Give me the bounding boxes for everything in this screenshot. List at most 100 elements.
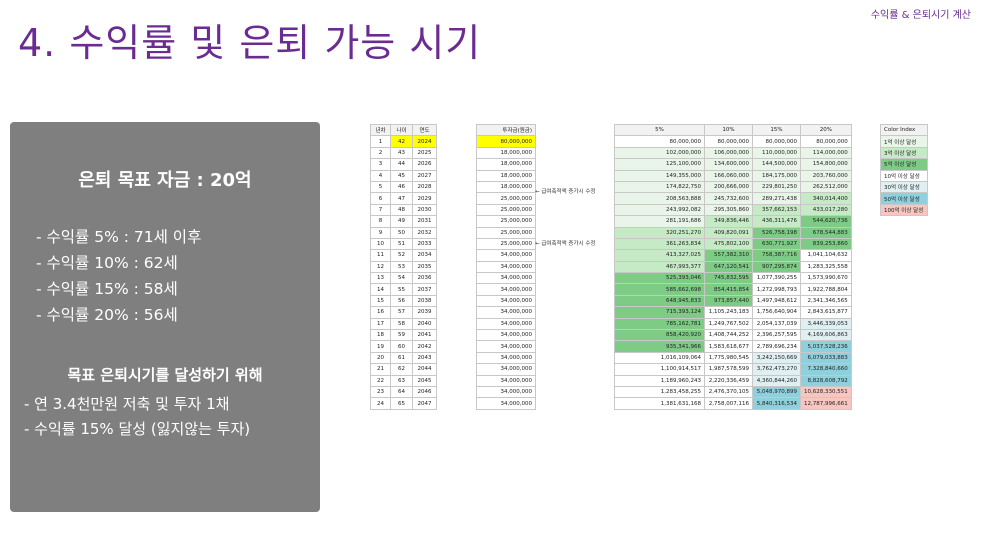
table-row: 413,327,025 557,382,310 758,387,716 1,041,1… <box>614 249 852 262</box>
table-cell: 2035 <box>412 260 437 274</box>
table-row: 18,000,000 <box>476 146 536 160</box>
table-cell: 2042 <box>412 340 437 353</box>
table-cell: 2026 <box>412 158 437 171</box>
table-row: 243,992,082 295,305,860 357,662,153 433,017… <box>614 203 852 217</box>
table-cell: 44 <box>390 158 413 171</box>
table-cell: 47 <box>390 192 413 205</box>
table-cell: 433,017,280 <box>800 203 852 217</box>
table-cell: 102,000,000 <box>614 146 705 160</box>
table-cell: 43 <box>390 146 413 160</box>
table-cell: 125,100,000 <box>614 158 705 171</box>
table-cell: 1,016,109,064 <box>614 351 705 365</box>
table-row: 858,420,920 1,408,744,252 2,396,257,595 4,1… <box>614 329 852 342</box>
table-cell: 64 <box>390 385 413 399</box>
table-cell: 262,512,000 <box>800 180 852 194</box>
table-cell: 114,000,000 <box>800 146 852 160</box>
table-cell: 12 <box>370 260 391 274</box>
table-row: 785,162,781 1,249,767,502 2,054,137,039 3,4… <box>614 317 852 331</box>
table-cell: 57 <box>390 306 413 319</box>
table-cell: 53 <box>390 260 413 274</box>
table-cell: 5,037,528,236 <box>800 340 852 353</box>
table-cell: 80,000,000 <box>704 135 753 148</box>
table-cell: 289,271,438 <box>752 192 801 205</box>
table-cell: 413,327,025 <box>614 249 705 262</box>
action-list: - 연 3.4천만원 저축 및 투자 1채 - 수익률 15% 달성 (잃지않는… <box>24 392 250 442</box>
table-cell: 243,992,082 <box>614 203 705 217</box>
table-row: 100억 이상 달성 <box>880 203 928 217</box>
table-cell: 4,169,606,863 <box>800 329 852 342</box>
table-cell: 61 <box>390 351 413 365</box>
years-table: 년차 나이 연도 1 42 2024 2 43 2025 3 44 2026 4 45 2027 5 46… <box>370 123 437 410</box>
table-cell: 1,100,914,517 <box>614 363 705 376</box>
table-cell: 34,000,000 <box>476 329 536 342</box>
table-cell: 4,360,844,260 <box>752 374 801 388</box>
table-cell: 1,105,243,183 <box>704 306 753 319</box>
table-cell: 20 <box>370 351 391 365</box>
list-item: - 수익률 15% : 58세 <box>36 280 178 298</box>
table-cell: 24 <box>370 397 391 410</box>
table-cell: 2043 <box>412 351 437 365</box>
table-cell: 62 <box>390 363 413 376</box>
table-row: 5 46 2028 <box>370 180 437 194</box>
table-row: 34,000,000 <box>476 374 536 388</box>
table-cell: 8,828,608,792 <box>800 374 852 388</box>
table-row: 715,393,124 1,105,243,183 1,756,640,904 2,8… <box>614 306 852 319</box>
table-cell: 203,760,000 <box>800 169 852 182</box>
table-cell: 2030 <box>412 203 437 217</box>
table-cell: 2,054,137,039 <box>752 317 801 331</box>
table-cell: 715,393,124 <box>614 306 705 319</box>
table-row: 10억 이상 달성 <box>880 169 928 182</box>
table-row: 34,000,000 <box>476 272 536 285</box>
table-row: 281,191,686 349,836,446 436,311,476 544,620… <box>614 215 852 228</box>
color-index-item: 5억 이상 달성 <box>880 158 928 171</box>
table-cell: 2,843,615,877 <box>800 306 852 319</box>
table-cell: 80,000,000 <box>752 135 801 148</box>
table-cell: 110,000,000 <box>752 146 801 160</box>
table-cell: 2039 <box>412 306 437 319</box>
table-cell: 9 <box>370 226 391 239</box>
table-cell: 2028 <box>412 180 437 194</box>
table-row: 34,000,000 <box>476 260 536 274</box>
table-row: 525,393,046 745,832,595 1,077,390,255 1,573… <box>614 272 852 285</box>
table-cell: 1,381,631,168 <box>614 397 705 410</box>
table-cell: 208,563,888 <box>614 192 705 205</box>
table-row: 4 45 2027 <box>370 169 437 182</box>
table-row: 22 63 2045 <box>370 374 437 388</box>
table-cell: 154,800,000 <box>800 158 852 171</box>
table-cell: 18,000,000 <box>476 180 536 194</box>
table-cell: 5,048,970,899 <box>752 385 801 399</box>
table-row: 149,355,000 166,060,000 184,175,000 203,760… <box>614 169 852 182</box>
table-row: 208,563,888 245,732,600 289,271,438 340,014… <box>614 192 852 205</box>
table-row: 30억 이상 달성 <box>880 180 928 194</box>
table-cell: 5,840,316,534 <box>752 397 801 410</box>
table-cell: 34,000,000 <box>476 294 536 308</box>
table-row: 23 64 2046 <box>370 385 437 399</box>
table-cell: 2046 <box>412 385 437 399</box>
table-cell: 436,311,476 <box>752 215 801 228</box>
table-cell: 25,000,000 <box>476 237 536 251</box>
list-item: - 연 3.4천만원 저축 및 투자 1채 <box>24 395 230 413</box>
color-index-item: 30억 이상 달성 <box>880 180 928 194</box>
table-cell: 340,014,400 <box>800 192 852 205</box>
table-cell: 349,836,446 <box>704 215 753 228</box>
table-cell: 1,497,948,612 <box>752 294 801 308</box>
table-row: 34,000,000 <box>476 385 536 399</box>
summary-panel: 은퇴 목표 자금 : 20억 - 수익률 5% : 71세 이후 - 수익률 1… <box>10 122 320 512</box>
table-cell: 58 <box>390 317 413 331</box>
table-cell: 2033 <box>412 237 437 251</box>
table-row: 34,000,000 <box>476 397 536 410</box>
table-cell: 52 <box>390 249 413 262</box>
table-cell: 1,077,390,255 <box>752 272 801 285</box>
table-cell: 19 <box>370 340 391 353</box>
table-row: 13 54 2036 <box>370 272 437 285</box>
table-cell: 34,000,000 <box>476 272 536 285</box>
list-item: - 수익률 20% : 56세 <box>36 306 178 324</box>
note-text: ← 급여축적액 증가시 수정 <box>535 189 596 195</box>
table-cell: 973,857,440 <box>704 294 753 308</box>
table-cell: 281,191,686 <box>614 215 705 228</box>
table-cell: 80,000,000 <box>476 135 536 148</box>
table-row: 10 51 2033 <box>370 237 437 251</box>
table-row: 80,000,000 80,000,000 80,000,000 80,000,000 <box>614 135 852 148</box>
goal-text: 은퇴 목표 자금 : 20억 <box>78 170 252 191</box>
table-cell: 858,420,920 <box>614 329 705 342</box>
